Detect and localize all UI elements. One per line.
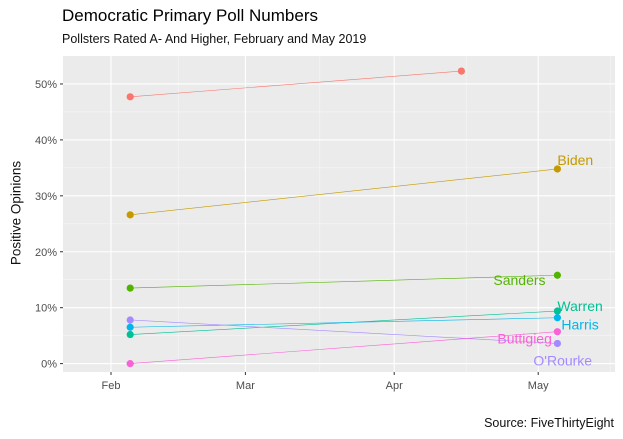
chart-title: Democratic Primary Poll Numbers xyxy=(62,6,318,25)
data-point-unlabeled xyxy=(126,93,134,101)
chart-caption: Source: FiveThirtyEight xyxy=(484,416,614,430)
data-point-biden xyxy=(126,211,134,219)
data-point-buttigieg xyxy=(126,360,134,368)
data-point-sanders xyxy=(126,284,134,292)
series-line-o-rourke xyxy=(130,319,558,344)
series-lines xyxy=(130,70,558,364)
series-labels: Biden Sanders Warren Harris O'Rourke Buttigie… xyxy=(493,152,602,368)
data-point-buttigieg xyxy=(553,328,562,336)
y-tick-label: 20% xyxy=(35,247,57,259)
series-label-warren: Warren xyxy=(557,298,602,314)
data-point-unlabeled xyxy=(457,67,465,75)
x-tick-label: Mar xyxy=(236,380,255,392)
panel-background xyxy=(63,56,615,372)
series-label-harris: Harris xyxy=(561,317,598,333)
series-line-harris xyxy=(130,317,558,328)
data-point-o-rourke xyxy=(126,316,134,324)
series-line-buttigieg xyxy=(130,331,558,364)
series-label-sanders: Sanders xyxy=(493,272,545,288)
series-label-o-rourke: O'Rourke xyxy=(533,352,592,368)
data-point-harris xyxy=(553,314,562,322)
chart-subtitle: Pollsters Rated A- And Higher, February … xyxy=(62,32,367,46)
data-point-sanders xyxy=(553,271,562,279)
axis-ticks: 0% 10% 20% 30% 40% 50% Feb Mar Apr May xyxy=(35,79,549,392)
series-label-biden: Biden xyxy=(557,152,593,168)
y-tick-label: 30% xyxy=(35,191,57,203)
series-label-buttigieg: Buttigieg xyxy=(497,331,551,347)
series-points xyxy=(126,67,562,368)
series-line-biden xyxy=(130,168,558,216)
data-point-harris xyxy=(126,323,134,331)
data-point-biden xyxy=(553,165,562,173)
data-point-warren xyxy=(126,330,134,339)
series-line-unlabeled xyxy=(130,70,462,98)
y-tick-label: 0% xyxy=(41,359,57,371)
x-tick-label: Feb xyxy=(102,380,121,392)
y-tick-label: 40% xyxy=(35,135,57,147)
y-tick-label: 50% xyxy=(35,79,57,91)
x-tick-label: Apr xyxy=(386,380,403,392)
minor-gridlines xyxy=(63,56,615,372)
y-tick-label: 10% xyxy=(35,303,57,315)
x-tick-label: May xyxy=(528,380,549,392)
series-line-sanders xyxy=(130,274,558,289)
data-point-warren xyxy=(553,307,562,315)
data-point-o-rourke xyxy=(553,339,562,348)
major-gridlines xyxy=(63,56,615,372)
